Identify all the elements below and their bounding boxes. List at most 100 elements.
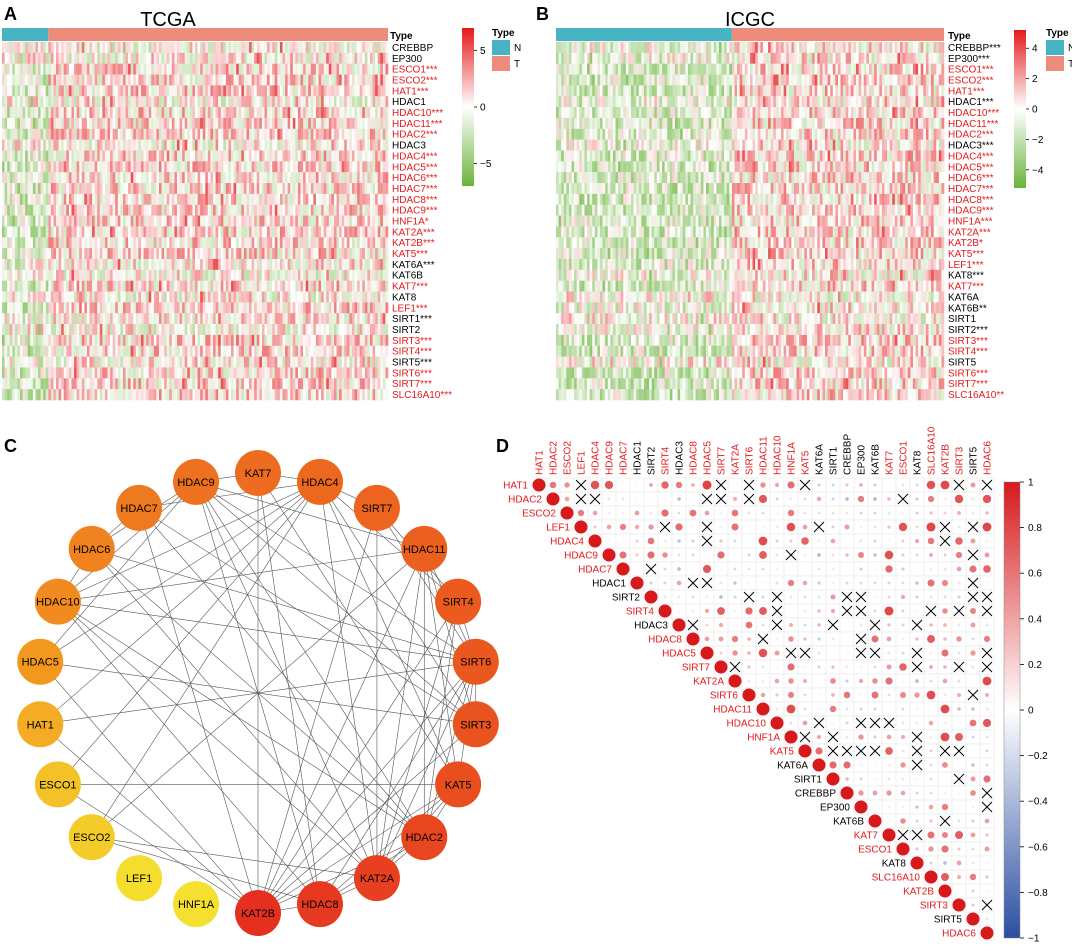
heat-cell: [22, 204, 26, 216]
heat-cell: [357, 63, 360, 75]
heat-cell: [303, 248, 306, 260]
heat-cell: [89, 324, 93, 336]
heat-cell: [20, 52, 23, 64]
heat-cell: [133, 183, 137, 195]
heat-cell: [215, 107, 219, 119]
heat-cell: [92, 204, 95, 216]
heat-cell: [364, 389, 368, 401]
heat-cell: [282, 42, 286, 54]
heat-cell: [128, 193, 131, 206]
heat-cell: [58, 204, 62, 216]
heat-cell: [32, 193, 36, 206]
heat-cell: [243, 324, 247, 336]
heat-cell: [315, 52, 319, 64]
heat-cell: [246, 378, 250, 390]
heat-cell: [326, 248, 330, 260]
heat-cell: [197, 313, 201, 325]
heat-cell: [328, 378, 332, 390]
heat-cell: [313, 345, 317, 357]
heat-cell: [295, 248, 299, 260]
heat-cell: [189, 161, 193, 173]
heat-cell: [81, 150, 85, 162]
heat-cell: [45, 52, 49, 64]
heat-cell: [354, 378, 358, 390]
heat-cell: [158, 356, 162, 368]
heat-cell: [169, 345, 173, 357]
heat-cell: [40, 128, 44, 140]
heat-cell: [300, 237, 304, 249]
heat-cell: [220, 150, 224, 162]
heat-cell: [74, 324, 77, 336]
heat-cell: [176, 237, 180, 249]
heat-cell: [4, 107, 8, 119]
heat-cell: [104, 302, 108, 314]
heat-cell: [215, 237, 219, 249]
heat-cell: [179, 226, 183, 238]
heat-cell: [81, 237, 85, 249]
heat-cell: [354, 172, 358, 184]
heat-cell: [92, 389, 95, 401]
heat-cell: [218, 291, 222, 303]
heat-cell: [274, 74, 278, 86]
heat-cell: [117, 291, 121, 303]
heat-cell: [282, 367, 286, 379]
heat-cell: [339, 389, 342, 401]
heat-cell: [53, 183, 57, 195]
heat-cell: [228, 128, 232, 140]
heat-cell: [161, 117, 165, 130]
heat-cell: [27, 85, 31, 97]
heat-cell: [30, 345, 34, 357]
heat-cell: [169, 302, 173, 314]
heat-cell: [7, 334, 11, 347]
heat-cell: [241, 117, 245, 130]
heat-cell: [243, 128, 247, 140]
heat-cell: [112, 139, 116, 151]
heat-cell: [321, 269, 324, 281]
heat-cell: [341, 356, 345, 368]
heat-cell: [25, 334, 29, 347]
heat-cell: [367, 389, 371, 401]
heat-cell: [303, 107, 306, 119]
heat-cell: [305, 52, 309, 64]
heat-cell: [233, 313, 237, 325]
heat-cell: [225, 85, 229, 97]
heat-cell: [197, 248, 201, 260]
heat-cell: [135, 63, 139, 75]
heat-cell: [182, 313, 186, 325]
heat-cell: [290, 226, 294, 238]
heat-cell: [120, 96, 124, 108]
heat-cell: [27, 334, 31, 347]
heat-cell: [333, 324, 337, 336]
heat-cell: [171, 280, 175, 292]
heat-cell: [292, 52, 296, 64]
heat-cell: [22, 183, 26, 195]
heat-cell: [30, 389, 34, 401]
heat-cell: [261, 378, 265, 390]
heat-cell: [351, 378, 355, 390]
heat-cell: [210, 172, 214, 184]
heat-cell: [9, 128, 13, 140]
heat-cell: [58, 85, 62, 97]
heat-cell: [84, 324, 88, 336]
heat-cell: [310, 302, 314, 314]
heat-cell: [344, 139, 348, 151]
heat-cell: [364, 150, 368, 162]
heat-cell: [290, 183, 294, 195]
heat-cell: [205, 150, 209, 162]
heat-cell: [287, 161, 291, 173]
heat-cell: [9, 139, 13, 151]
heat-cell: [231, 63, 234, 75]
heat-cell: [128, 107, 131, 119]
heat-cell: [40, 42, 44, 54]
heat-cell: [156, 324, 160, 336]
heat-cell: [125, 302, 129, 314]
heat-cell: [4, 150, 8, 162]
heat-cell: [228, 204, 232, 216]
heat-cell: [218, 63, 222, 75]
heat-cell: [331, 280, 335, 292]
heat-cell: [336, 42, 340, 54]
heat-cell: [254, 269, 258, 281]
heat-cell: [279, 324, 283, 336]
heat-cell: [38, 161, 41, 173]
heat-cell: [32, 63, 36, 75]
